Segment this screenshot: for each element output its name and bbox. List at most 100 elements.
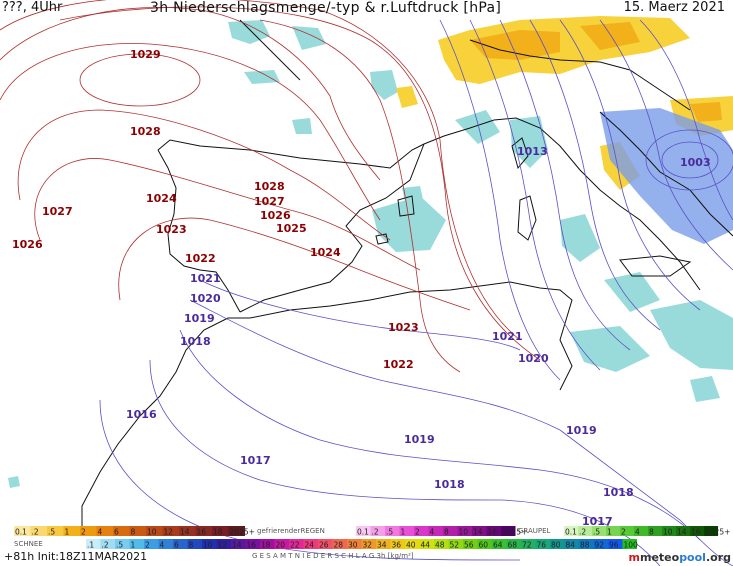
meteopool-logo[interactable]: mmeteopool.org <box>629 551 731 564</box>
forecast-init-label: +81h Init:18Z11MAR2021 <box>4 550 148 563</box>
legend-total-swatch <box>187 539 202 549</box>
legend-rain-swatch <box>146 526 163 536</box>
iso-label: 1024 <box>310 246 341 259</box>
iso-label: 1013 <box>517 145 548 158</box>
legend-grp-swatch <box>704 526 718 536</box>
legend-total-value: 60 <box>479 541 489 550</box>
iso-label: 1027 <box>254 195 285 208</box>
legend-rain-value: 16 <box>197 528 207 537</box>
iso-label: 1023 <box>388 321 419 334</box>
iso-label: 1019 <box>404 433 435 446</box>
legend-total-value: 68 <box>508 541 518 550</box>
iso-label: 1016 <box>126 408 157 421</box>
legend-total-value: 1 <box>131 541 136 550</box>
legend-frz-swatch <box>501 526 516 536</box>
precip-snow-areas <box>8 20 733 488</box>
legend-grp-swatch <box>620 526 634 536</box>
iso-label: 1020 <box>190 292 221 305</box>
legend-total-swatch <box>158 539 173 549</box>
legend-rain-value: 10 <box>147 528 157 537</box>
legend-rain-bar: 0.1.2.5 1 2 4 6 8 10 12 14 16 18 2025+ <box>14 526 255 537</box>
legend-rain-value: .2 <box>32 528 39 537</box>
legend-total-value: 44 <box>421 541 431 550</box>
legend-total-swatch <box>477 539 492 549</box>
legend-total-swatch <box>564 539 579 549</box>
legend-rain-value: 18 <box>213 528 223 537</box>
legend-total-value: 84 <box>566 541 576 550</box>
legend-total-swatch <box>274 539 289 549</box>
legend-total-value: 96 <box>609 541 619 550</box>
iso-label: 1025 <box>276 222 307 235</box>
legend-grp-swatch <box>648 526 662 536</box>
legend-total-swatch <box>521 539 536 549</box>
legend-grp-swatch <box>662 526 676 536</box>
legend-total-swatch <box>550 539 565 549</box>
legend-total-swatch <box>347 539 362 549</box>
legend-total-swatch <box>608 539 623 549</box>
legend-total-swatch <box>419 539 434 549</box>
legend-rain-value: 4 <box>98 528 103 537</box>
legend-graupel-bar: 0.1.2 .5 1 2 4 8 10 14 16 2025+ <box>564 526 730 537</box>
legend-total-value: 40 <box>406 541 416 550</box>
iso-label: 1022 <box>383 358 414 371</box>
legend-total-value: 4 <box>160 541 165 550</box>
legend-total-value: 26 <box>319 541 329 550</box>
coastlines <box>81 19 733 530</box>
legend-total-swatch <box>622 539 637 549</box>
legend-rain-value: .5 <box>48 528 55 537</box>
legend-grp-swatch <box>676 526 690 536</box>
legend-grp-value: 8 <box>649 528 654 537</box>
iso-label: 1026 <box>260 209 291 222</box>
legend-frz-value: 1 <box>401 528 406 537</box>
legend-total-swatch <box>376 539 391 549</box>
legend-rain-value: 1 <box>65 528 70 537</box>
legend-total-swatch <box>463 539 478 549</box>
legend-total-value: 80 <box>551 541 561 550</box>
legend-frz-value: 8 <box>444 528 449 537</box>
logo-meteo: meteo <box>639 551 680 564</box>
iso-label: 1018 <box>180 335 211 348</box>
legend-grp-value: 0.1 <box>565 528 577 537</box>
legend-frz-value: 2 <box>415 528 420 537</box>
legend: 0.1.2.5 1 2 4 6 8 10 12 14 16 18 2025+ 0.1.2.5 1 2 4 8 1… <box>14 526 730 560</box>
legend-frz-value: 14 <box>473 528 483 537</box>
legend-total-value: 88 <box>580 541 590 550</box>
legend-frz-swatch <box>443 526 458 536</box>
iso-label: 1019 <box>566 424 597 437</box>
legend-rain-swatch <box>96 526 113 536</box>
legend-grp-value: 16 <box>691 528 701 537</box>
legend-grp-swatch <box>592 526 606 536</box>
iso-label: 1022 <box>185 252 216 265</box>
legend-frz-value: 16 <box>488 528 498 537</box>
legend-grp-swatch <box>564 526 578 536</box>
iso-label: 1021 <box>190 272 221 285</box>
legend-freezing-rain-bar: 0.1.2 .5 1 2 4 8 10 14 16 2025+ <box>356 526 527 537</box>
legend-total-bar: .1.2.5 1 2 4 6 8 10 12 14 16 18 20 22 24 26 28 30 32 34 36 4… <box>86 539 638 550</box>
iso-label: 1028 <box>254 180 285 193</box>
legend-total-value: .2 <box>102 541 109 550</box>
legend-total-swatch <box>115 539 130 549</box>
legend-frz-swatch <box>486 526 501 536</box>
legend-grp-value: 10 <box>663 528 673 537</box>
legend-total-value: 52 <box>450 541 460 550</box>
legend-rain-value: 0.1 <box>15 528 27 537</box>
legend-total-swatch <box>318 539 333 549</box>
iso-label: 1026 <box>12 238 43 251</box>
legend-rain-swatch <box>113 526 130 536</box>
logo-tld: .org <box>705 551 731 564</box>
legend-total-swatch <box>245 539 260 549</box>
legend-total-value: 16 <box>247 541 257 550</box>
legend-total-value: 12 <box>218 541 228 550</box>
legend-grp-swatch <box>634 526 648 536</box>
legend-total-swatch <box>593 539 608 549</box>
legend-total-value: 92 <box>595 541 605 550</box>
legend-total-swatch <box>260 539 275 549</box>
iso-label: 1027 <box>42 205 73 218</box>
legend-total-swatch <box>303 539 318 549</box>
legend-caption: G E S A M T N I E D E R S C H L A G 3h [… <box>252 552 414 560</box>
legend-rain-swatch <box>228 526 245 536</box>
legend-total-value: .5 <box>116 541 123 550</box>
legend-frz-swatch <box>370 526 385 536</box>
legend-grp-value: .5 <box>593 528 600 537</box>
legend-total-swatch <box>202 539 217 549</box>
